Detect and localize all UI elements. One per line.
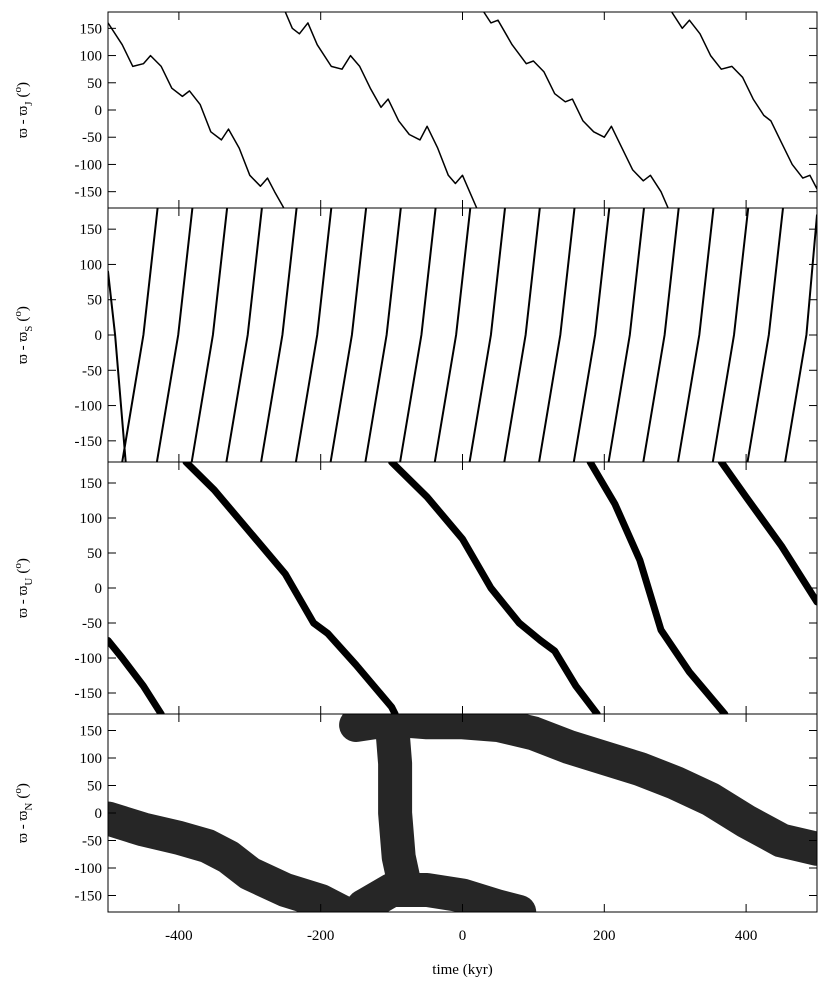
x-tick-label: -200 — [307, 928, 335, 944]
y-tick-label: -50 — [82, 130, 102, 146]
x-tick-label: 0 — [459, 928, 467, 944]
y-tick-label: 100 — [80, 751, 103, 767]
y-tick-label: 0 — [95, 581, 103, 597]
y-tick-label: 50 — [87, 76, 102, 92]
y-tick-label: -50 — [82, 834, 102, 850]
label-unit: ( — [15, 317, 31, 322]
label-sup: o — [12, 788, 24, 794]
data-line — [108, 208, 817, 462]
label-unit: ) — [15, 82, 31, 87]
label-unit: ) — [15, 306, 31, 311]
y-tick-label: 0 — [95, 103, 103, 119]
y-tick-label: -100 — [75, 157, 103, 173]
x-tick-label: 400 — [735, 928, 758, 944]
y-tick-label: -50 — [82, 363, 102, 379]
y-tick-label: 0 — [95, 328, 103, 344]
y-tick-label: 50 — [87, 293, 102, 309]
label-unit: ) — [15, 783, 31, 788]
label-main: ϖ - ϖ — [15, 106, 31, 138]
label-sub: N — [23, 803, 35, 811]
label-unit: ( — [15, 92, 31, 97]
y-axis-label: ϖ - ϖJ (o) — [12, 82, 35, 138]
label-sup: o — [12, 86, 24, 92]
label-sup: o — [12, 311, 24, 317]
label-unit: ( — [15, 569, 31, 574]
y-axis-label: ϖ - ϖN (o) — [12, 783, 35, 843]
panel-frame — [107, 11, 818, 209]
label-sup: o — [12, 563, 24, 569]
y-tick-label: 100 — [80, 511, 103, 527]
y-tick-label: 0 — [95, 806, 103, 822]
x-tick-label: 200 — [593, 928, 616, 944]
y-tick-label: -50 — [82, 616, 102, 632]
y-tick-label: 100 — [80, 49, 103, 65]
y-tick-label: 50 — [87, 779, 102, 795]
y-tick-label: 150 — [80, 724, 103, 740]
label-main: ϖ - ϖ — [15, 810, 31, 842]
panel-frame — [107, 461, 818, 715]
y-tick-label: 150 — [80, 21, 103, 37]
label-main: ϖ - ϖ — [15, 585, 31, 617]
label-main: ϖ - ϖ — [15, 332, 31, 364]
data-line — [108, 714, 817, 912]
x-tick-label: -400 — [165, 928, 193, 944]
label-unit: ) — [15, 558, 31, 563]
label-sub: J — [23, 101, 35, 106]
y-axis-label: ϖ - ϖU (o) — [12, 558, 35, 618]
label-unit: ( — [15, 794, 31, 799]
x-axis-label: time (kyr) — [432, 962, 492, 978]
y-tick-label: 100 — [80, 257, 103, 273]
y-tick-label: -100 — [75, 399, 103, 415]
y-tick-label: 150 — [80, 222, 103, 238]
label-sub: S — [23, 326, 35, 332]
data-line — [108, 12, 817, 208]
y-axis-label: ϖ - ϖS (o) — [12, 306, 35, 364]
data-line — [108, 462, 817, 714]
y-tick-label: -150 — [75, 434, 103, 450]
y-tick-label: -150 — [75, 686, 103, 702]
y-tick-label: 50 — [87, 546, 102, 562]
panel-frame — [107, 207, 818, 463]
y-tick-label: -150 — [75, 889, 103, 905]
y-tick-label: -100 — [75, 861, 103, 877]
label-sub: U — [23, 578, 35, 586]
y-tick-label: 150 — [80, 476, 103, 492]
y-tick-label: -100 — [75, 651, 103, 667]
y-tick-label: -150 — [75, 185, 103, 201]
